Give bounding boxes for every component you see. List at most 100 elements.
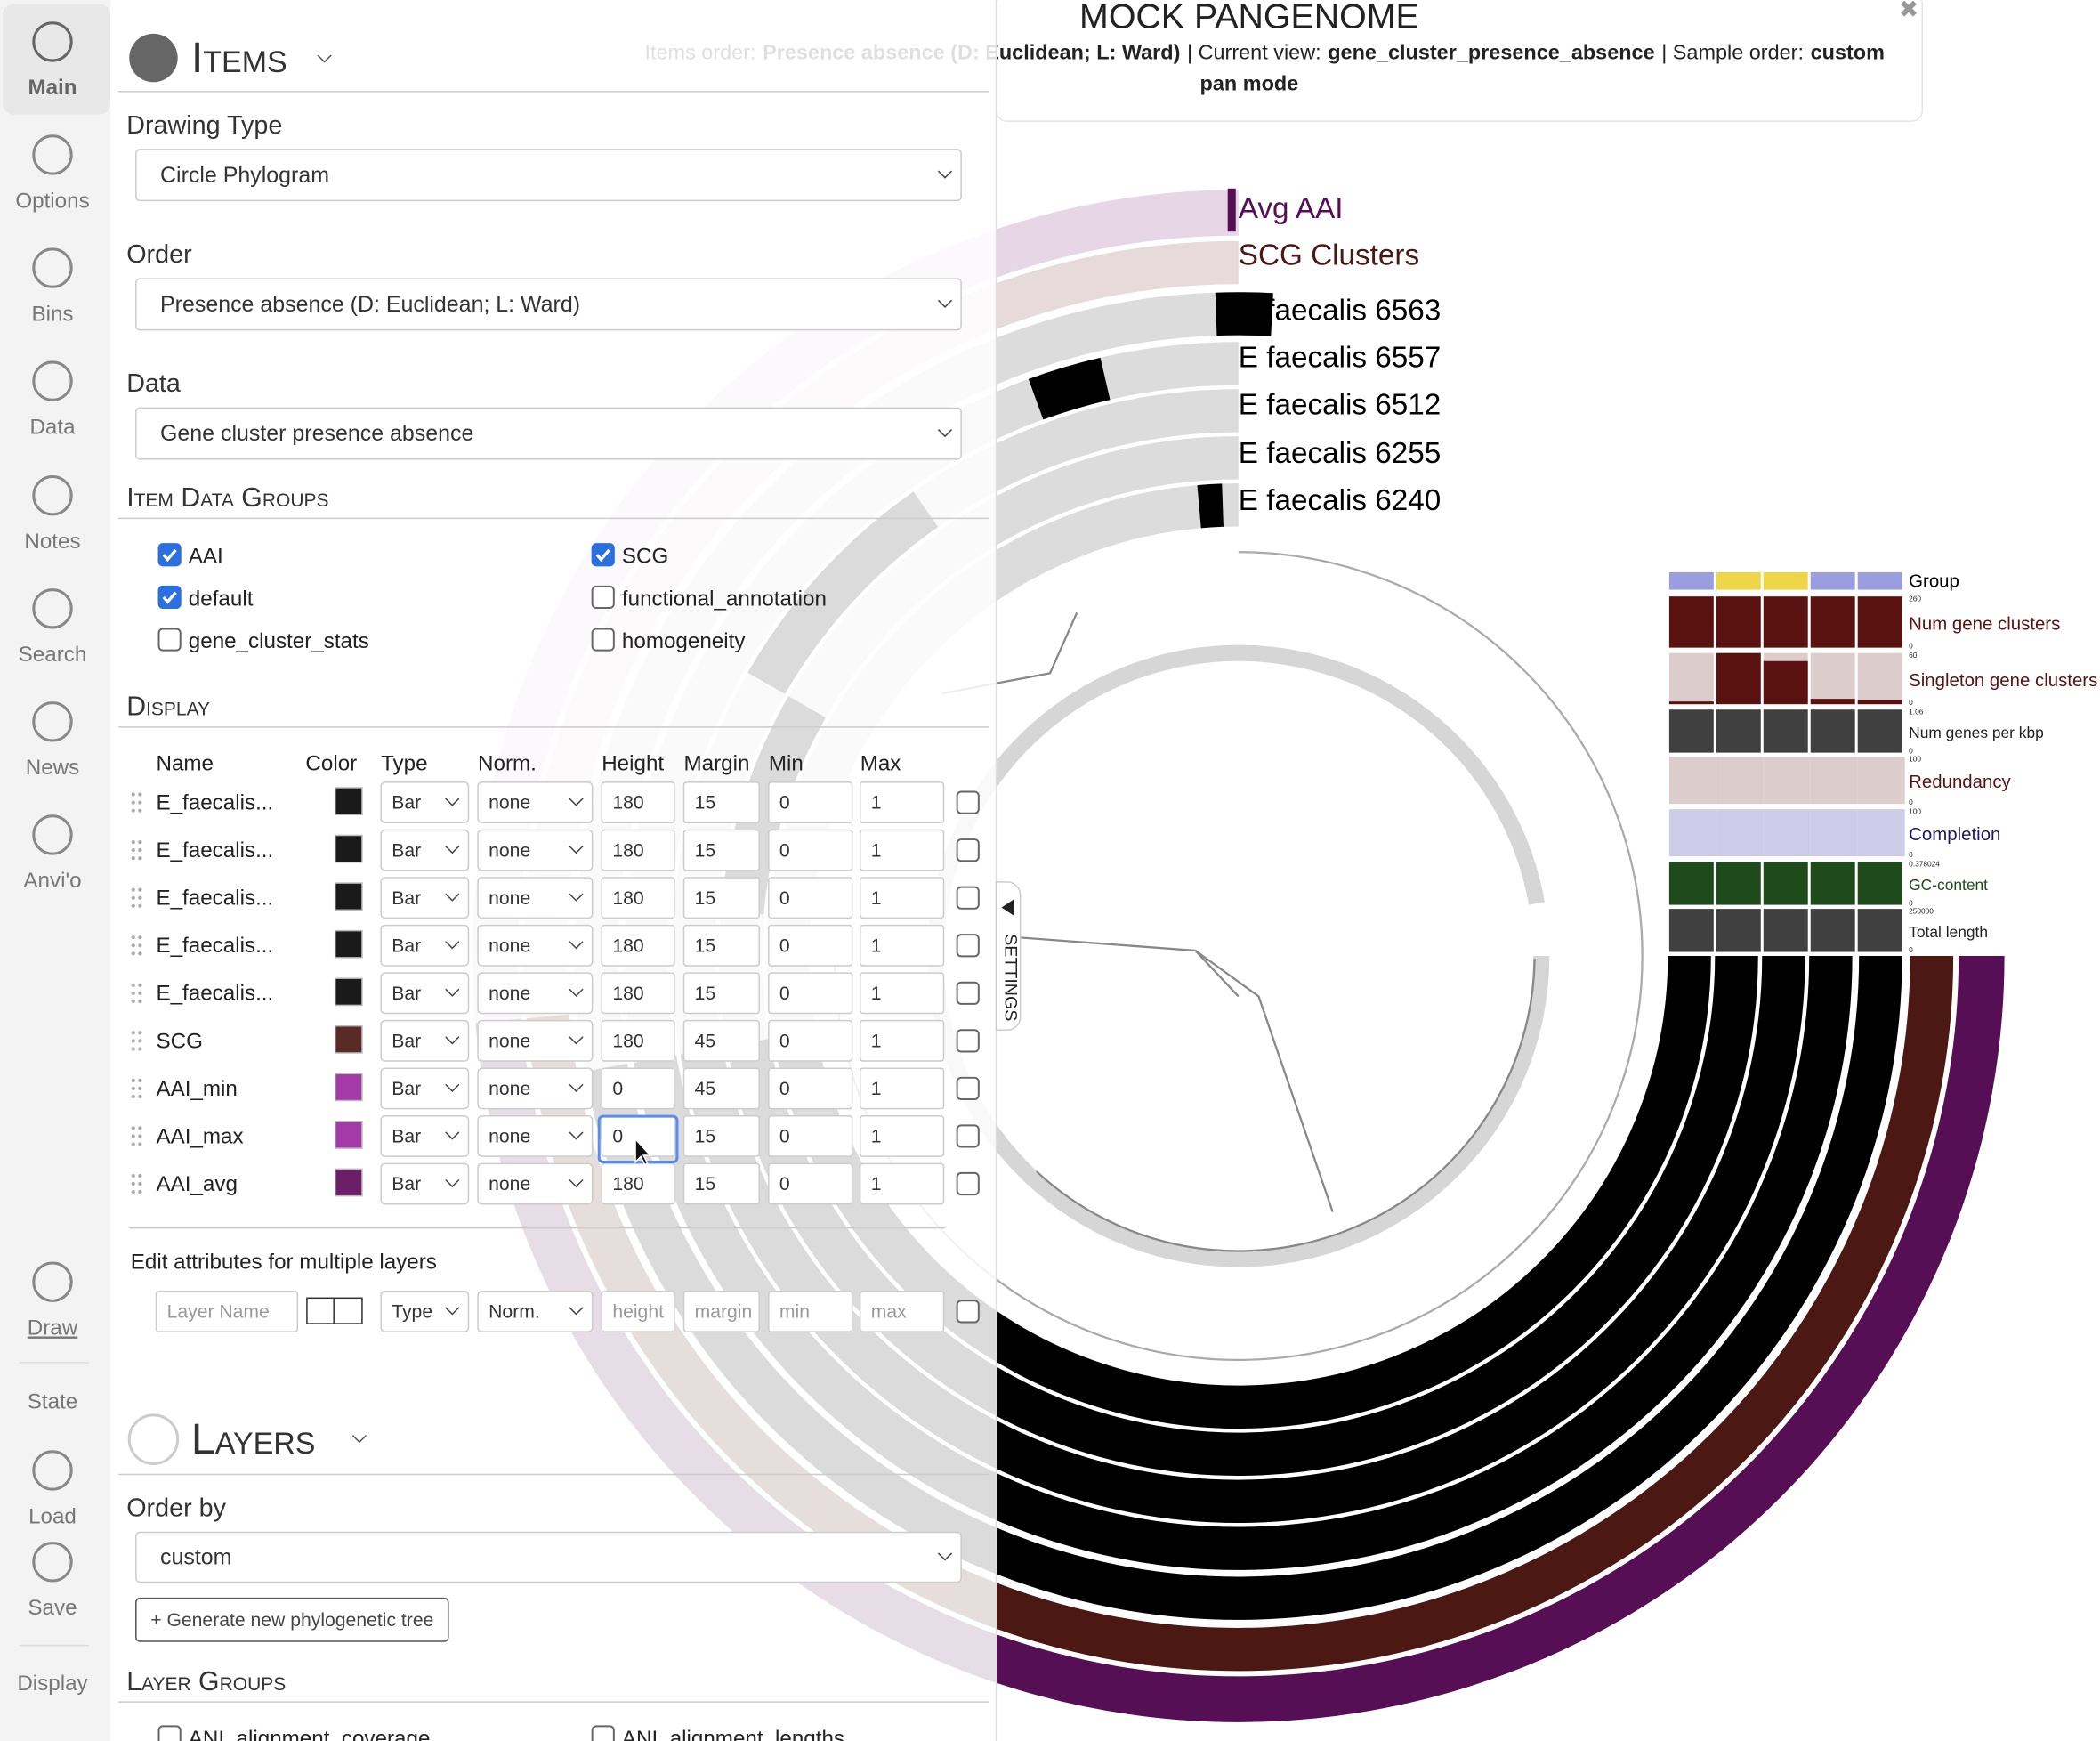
margin-input[interactable]: [682, 1019, 760, 1062]
checkbox[interactable]: [591, 628, 615, 652]
checkbox[interactable]: [158, 628, 182, 652]
max-input[interactable]: [859, 1162, 945, 1205]
row-checkbox[interactable]: [956, 1029, 980, 1053]
layer-color[interactable]: [334, 787, 363, 815]
layer-color[interactable]: [334, 929, 363, 959]
sidebar-item[interactable]: Notes: [24, 530, 80, 554]
type-select[interactable]: [380, 781, 470, 824]
type-select[interactable]: [380, 1115, 470, 1157]
min-input[interactable]: [768, 877, 853, 919]
checkbox[interactable]: [158, 1725, 182, 1741]
settings-tab[interactable]: [995, 881, 1022, 1032]
layer-color[interactable]: [334, 977, 363, 1007]
norm-select[interactable]: [477, 829, 594, 871]
min-input[interactable]: [768, 1019, 853, 1062]
sidebar-item[interactable]: Draw: [28, 1316, 78, 1340]
height-input[interactable]: [601, 781, 675, 824]
min-input[interactable]: [768, 781, 853, 824]
layer-color[interactable]: [334, 1168, 363, 1197]
height-input[interactable]: [601, 924, 675, 967]
sidebar-item[interactable]: Save: [28, 1596, 77, 1620]
max-input[interactable]: [859, 1115, 945, 1157]
edit-min[interactable]: [768, 1290, 853, 1332]
row-checkbox[interactable]: [956, 1171, 980, 1196]
norm-select[interactable]: [477, 924, 594, 967]
row-checkbox[interactable]: [956, 934, 980, 958]
layer-color[interactable]: [334, 882, 363, 911]
margin-input[interactable]: [682, 972, 760, 1015]
edit-type[interactable]: [380, 1290, 470, 1332]
checkbox[interactable]: [591, 1725, 615, 1741]
max-input[interactable]: [859, 972, 945, 1015]
height-input[interactable]: [601, 877, 675, 919]
height-input[interactable]: [601, 829, 675, 871]
sidebar-item[interactable]: Bins: [31, 302, 73, 326]
norm-select[interactable]: [477, 1115, 594, 1157]
type-select[interactable]: [380, 829, 470, 871]
min-input[interactable]: [768, 829, 853, 871]
type-select[interactable]: [380, 972, 470, 1015]
max-input[interactable]: [859, 1019, 945, 1062]
margin-input[interactable]: [682, 924, 760, 967]
select[interactable]: [135, 149, 962, 202]
margin-input[interactable]: [682, 1067, 760, 1110]
sidebar-item[interactable]: Anvi'o: [23, 869, 81, 893]
margin-input[interactable]: [682, 1115, 760, 1157]
type-select[interactable]: [380, 1162, 470, 1205]
row-checkbox[interactable]: [956, 838, 980, 862]
checkbox[interactable]: [591, 585, 615, 609]
layer-color[interactable]: [334, 1073, 363, 1102]
checkbox[interactable]: [591, 543, 615, 567]
select[interactable]: [135, 278, 962, 331]
row-checkbox[interactable]: [956, 886, 980, 910]
height-input[interactable]: [601, 1162, 675, 1205]
min-input[interactable]: [768, 924, 853, 967]
row-checkbox[interactable]: [956, 1124, 980, 1148]
margin-input[interactable]: [682, 781, 760, 824]
close-button[interactable]: ✖: [1899, 0, 1919, 22]
max-input[interactable]: [859, 1067, 945, 1110]
edit-height[interactable]: [601, 1290, 675, 1332]
height-input[interactable]: [601, 1067, 675, 1110]
norm-select[interactable]: [477, 1162, 594, 1205]
sidebar-item[interactable]: Main: [28, 76, 77, 100]
sidebar-item[interactable]: Data: [29, 415, 76, 439]
height-input[interactable]: [601, 1019, 675, 1062]
norm-select[interactable]: [477, 972, 594, 1015]
select[interactable]: [135, 407, 962, 460]
sidebar-item[interactable]: Display: [17, 1672, 88, 1696]
edit-name[interactable]: [155, 1290, 299, 1332]
height-input[interactable]: [601, 972, 675, 1015]
layer-color[interactable]: [334, 834, 363, 863]
sidebar-item[interactable]: State: [28, 1390, 77, 1414]
norm-select[interactable]: [477, 1067, 594, 1110]
row-checkbox[interactable]: [956, 981, 980, 1005]
layer-color[interactable]: [334, 1121, 363, 1149]
min-input[interactable]: [768, 972, 853, 1015]
min-input[interactable]: [768, 1162, 853, 1205]
sidebar-item[interactable]: Load: [28, 1504, 77, 1528]
edit-max[interactable]: [859, 1290, 945, 1332]
norm-select[interactable]: [477, 1019, 594, 1062]
edit-norm[interactable]: [477, 1290, 594, 1332]
max-input[interactable]: [859, 924, 945, 967]
margin-input[interactable]: [682, 829, 760, 871]
type-select[interactable]: [380, 1019, 470, 1062]
type-select[interactable]: [380, 924, 470, 967]
max-input[interactable]: [859, 829, 945, 871]
sidebar-item[interactable]: News: [26, 756, 79, 780]
generate-button[interactable]: [135, 1597, 449, 1642]
sidebar-item[interactable]: Options: [15, 189, 89, 213]
order-select[interactable]: [135, 1531, 962, 1583]
sidebar-item[interactable]: Search: [19, 643, 87, 667]
type-select[interactable]: [380, 877, 470, 919]
edit-checkbox[interactable]: [956, 1300, 980, 1324]
max-input[interactable]: [859, 877, 945, 919]
row-checkbox[interactable]: [956, 790, 980, 814]
margin-input[interactable]: [682, 877, 760, 919]
edit-color[interactable]: [306, 1297, 363, 1324]
margin-input[interactable]: [682, 1162, 760, 1205]
min-input[interactable]: [768, 1067, 853, 1110]
type-select[interactable]: [380, 1067, 470, 1110]
norm-select[interactable]: [477, 781, 594, 824]
